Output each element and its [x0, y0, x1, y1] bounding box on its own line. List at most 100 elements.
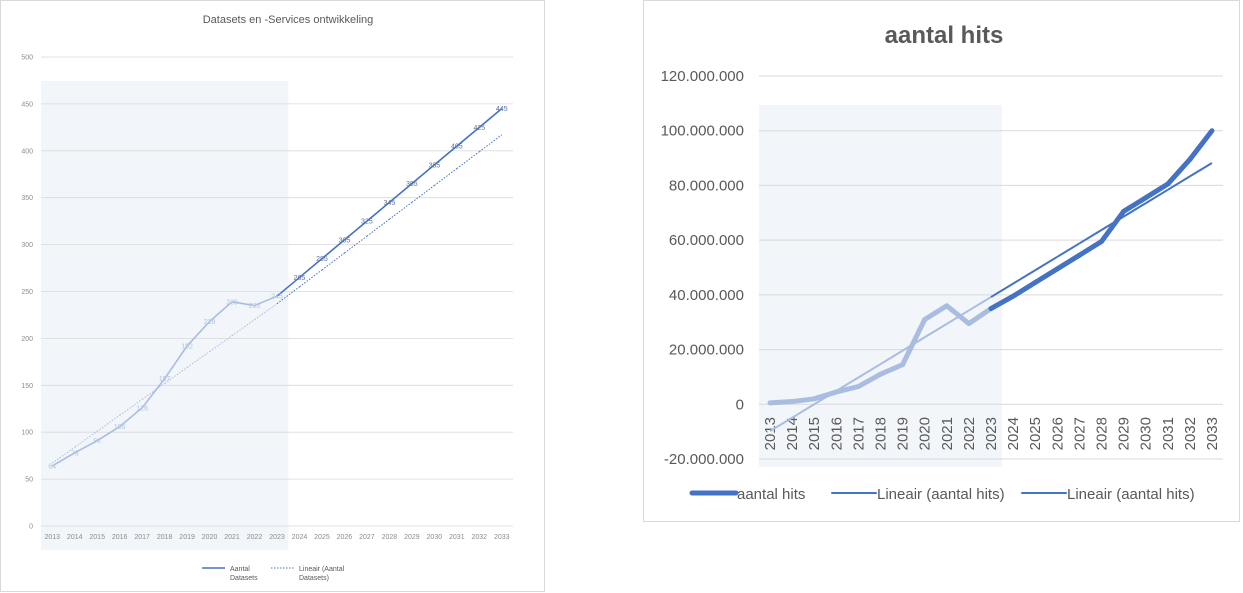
- x-tick-label: 2030: [1138, 417, 1155, 450]
- y-tick-label: 50: [25, 477, 33, 484]
- trendline-segment: [456, 151, 480, 170]
- data-label: 305: [339, 237, 351, 244]
- series-line-segment: [1076, 239, 1104, 258]
- x-tick-label: 2033: [1204, 417, 1221, 450]
- x-tick-label: 2031: [1160, 417, 1177, 450]
- legend-label-line: Aantal: [230, 566, 250, 573]
- series-line-segment: [478, 107, 503, 128]
- series-line-segment: [276, 276, 300, 297]
- data-label: 106: [114, 424, 126, 431]
- x-tick-label: 2015: [806, 417, 823, 450]
- legend-label-line: Lineair (Aantal: [299, 566, 345, 573]
- x-tick-label: 2019: [179, 534, 195, 541]
- x-tick-label: 2014: [67, 534, 83, 541]
- legend-label: aantal hits: [737, 486, 805, 503]
- hits-chart-panel: aantal hits 120.000.000 100.000.000 80.000.…: [643, 0, 1240, 522]
- series-line-segment: [254, 295, 278, 307]
- x-tick-label: 2019: [895, 417, 912, 450]
- series-line-segment: [456, 126, 480, 147]
- series-line-segment: [366, 201, 390, 222]
- series-line-segment: [51, 452, 76, 467]
- trendline-segment: [1189, 162, 1213, 178]
- series-line-segment: [900, 316, 928, 368]
- x-tick-label: 2031: [449, 534, 465, 541]
- trendline-segment: [924, 323, 948, 339]
- series-line-segment: [811, 389, 839, 402]
- y-tick-label: 100.000.000: [661, 123, 744, 140]
- series-line-segment: [411, 164, 435, 185]
- y-tick-label: 450: [21, 101, 33, 108]
- series-line-segment: [1121, 195, 1149, 214]
- x-tick-label: 2025: [314, 534, 330, 541]
- series-line-segment: [119, 407, 143, 428]
- series-line-segment: [988, 293, 1016, 312]
- x-tick-label: 2020: [917, 417, 934, 450]
- trendline-segment: [478, 134, 503, 153]
- series-line-segment: [922, 303, 950, 322]
- x-tick-label: 2018: [157, 534, 173, 541]
- data-label: 345: [384, 200, 396, 207]
- chart-title: Datasets en -Services ontwikkeling: [203, 14, 374, 26]
- series-line-segment: [343, 220, 368, 241]
- datasets-chart: Datasets en -Services ontwikkeling 500 450…: [21, 14, 513, 582]
- x-tick-label: 2022: [961, 417, 978, 450]
- y-tick-label: 300: [21, 242, 33, 249]
- x-tick-label: 2018: [873, 417, 890, 450]
- legend-label: Lineair (aantal hits): [1067, 486, 1195, 503]
- data-label: 425: [473, 125, 485, 132]
- series-line-segment: [298, 258, 323, 279]
- data-label: 285: [316, 256, 328, 263]
- data-label: 126: [136, 405, 148, 412]
- data-label: 78: [71, 450, 79, 457]
- data-label: 91: [93, 438, 101, 445]
- data-label: 405: [451, 144, 463, 151]
- series-line-segment: [163, 345, 188, 380]
- trendline-segment: [769, 416, 793, 432]
- x-tick-label: 2020: [202, 534, 218, 541]
- x-tick-label: 2016: [112, 534, 128, 541]
- series-line-segment: [321, 239, 345, 260]
- series-line-segment: [1098, 208, 1127, 245]
- x-tick-label: 2026: [337, 534, 353, 541]
- x-tick-label: 2032: [471, 534, 487, 541]
- x-tick-label: 2017: [134, 534, 150, 541]
- trendline-segment: [1145, 188, 1169, 205]
- series-line-segment: [1054, 252, 1082, 272]
- y-tick-label: 60.000.000: [669, 232, 744, 249]
- trendline-segment: [434, 168, 458, 186]
- x-tick-label: 2029: [1116, 417, 1133, 450]
- x-tick-label: 2025: [1027, 417, 1044, 450]
- x-tick-label: 2029: [404, 534, 420, 541]
- trendline-segment: [1056, 242, 1080, 258]
- series-line-segment: [767, 399, 795, 406]
- y-tick-label: 350: [21, 195, 33, 202]
- x-tick-label: 2024: [292, 534, 308, 541]
- x-tick-label: 2024: [1005, 417, 1022, 450]
- trendline-segment: [791, 403, 815, 419]
- legend-label-line: Datasets): [299, 575, 329, 582]
- data-label: 245: [271, 294, 283, 301]
- x-tick-label: 2021: [224, 534, 240, 541]
- data-label: 64: [48, 463, 56, 470]
- y-tick-label: 40.000.000: [669, 287, 744, 304]
- series-line-segment: [96, 425, 121, 442]
- data-label: 218: [204, 319, 216, 326]
- series-line-segment: [833, 384, 861, 395]
- x-tick-label: 2027: [1071, 417, 1088, 450]
- y-tick-label: 0: [736, 396, 744, 413]
- data-label: 265: [294, 275, 306, 282]
- x-tick-label: 2014: [784, 417, 801, 450]
- datasets-chart-panel: Datasets en -Services ontwikkeling 500 450…: [0, 0, 545, 592]
- series-line-segment: [855, 371, 884, 390]
- series-line-segment: [1165, 156, 1193, 187]
- series-line-segment: [388, 183, 413, 204]
- series-line-segment: [231, 301, 255, 307]
- series-line-segment: [944, 303, 972, 327]
- y-tick-label: 120.000.000: [661, 68, 744, 85]
- trendline-segment: [1123, 202, 1147, 218]
- trendline-segment: [857, 363, 882, 379]
- data-label: 445: [496, 106, 508, 113]
- y-tick-label: 500: [21, 55, 33, 62]
- x-tick-label: 2030: [427, 534, 443, 541]
- x-tick-label: 2013: [44, 534, 60, 541]
